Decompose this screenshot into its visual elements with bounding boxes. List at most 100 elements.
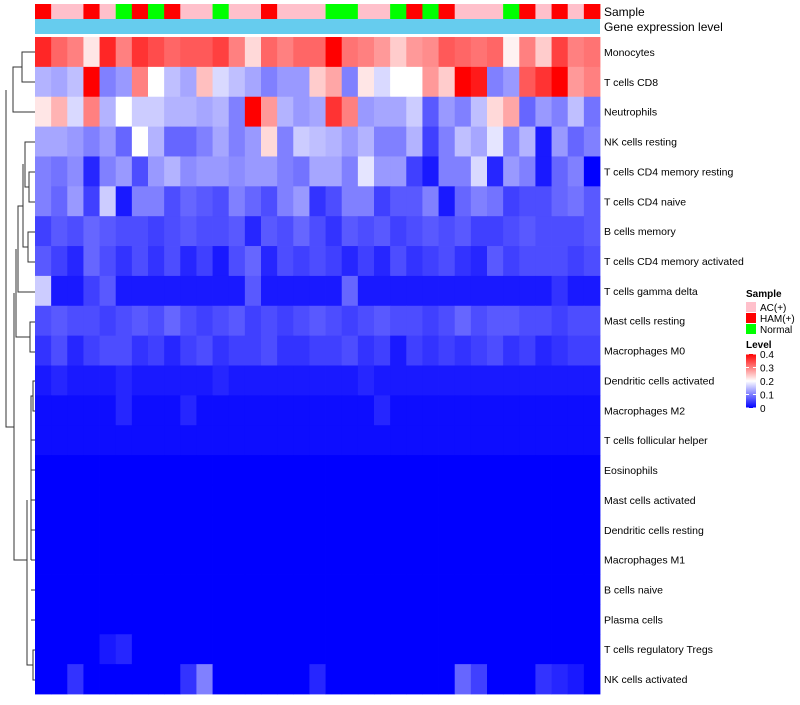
heatmap-cell (212, 305, 230, 337)
heatmap-cell (115, 37, 133, 68)
heatmap-cell (180, 484, 197, 516)
heatmap-cell (583, 574, 601, 605)
heatmap-cell (470, 66, 488, 98)
heatmap-cell (261, 634, 278, 665)
heatmap-cell (99, 275, 117, 307)
heatmap-cell (406, 514, 423, 546)
sample-annotation-cell (325, 4, 343, 19)
heatmap-cell (487, 604, 504, 635)
heatmap-cell (341, 514, 359, 546)
heatmap-cell (261, 37, 278, 68)
heatmap-cell (390, 604, 407, 635)
heatmap-cell (503, 275, 520, 307)
heatmap-cell (503, 66, 520, 98)
heatmap-cell (567, 335, 585, 366)
heatmap-cell (454, 126, 472, 157)
sample-annotation-cell (519, 4, 536, 19)
heatmap-cell (180, 126, 197, 157)
heatmap-cell (341, 66, 359, 98)
heatmap-cell (196, 246, 213, 277)
heatmap-cell (487, 335, 504, 366)
heatmap-cell (487, 66, 504, 98)
heatmap-cell (341, 455, 359, 486)
dendrogram-branch (28, 171, 35, 203)
sample-annotation-cell (374, 4, 391, 19)
heatmap-cell (196, 305, 213, 337)
heatmap-cell (535, 216, 552, 247)
row-label: Dendritic cells activated (604, 375, 714, 387)
heatmap-cell (374, 544, 391, 575)
heatmap-cell (180, 156, 197, 187)
sample-annotation-cell (390, 4, 407, 19)
heatmap-cell (99, 544, 117, 575)
heatmap-cell (196, 544, 213, 575)
heatmap-cell (519, 365, 536, 396)
heatmap-cell (438, 544, 456, 575)
heatmap-cell (309, 604, 326, 635)
heatmap-cell (196, 365, 213, 396)
heatmap-cell (51, 66, 68, 98)
heatmap-cell (131, 664, 149, 695)
heatmap-cell (244, 484, 262, 516)
heatmap-cell (519, 305, 536, 337)
heatmap-cell (228, 246, 246, 277)
heatmap-cell (583, 37, 601, 68)
heatmap-cell (164, 484, 181, 516)
heatmap-cell (244, 66, 262, 98)
heatmap-cell (115, 365, 133, 396)
heatmap-cell (293, 574, 310, 605)
heatmap-cell (164, 126, 181, 157)
heatmap-cell (325, 186, 343, 217)
heatmap-cell (374, 216, 391, 247)
heatmap-cell (180, 425, 197, 456)
heatmap-cell (406, 395, 423, 426)
heatmap-cell (390, 186, 407, 217)
heatmap-cell (99, 126, 117, 157)
heatmap-cell (115, 664, 133, 695)
heatmap-cell (438, 634, 456, 665)
heatmap-cell (277, 425, 294, 456)
heatmap-cell (99, 425, 117, 456)
heatmap-cell (422, 96, 439, 127)
heatmap-cell (67, 186, 84, 217)
heatmap-cell (341, 634, 359, 665)
heatmap-cell (519, 514, 536, 546)
annotation-label: Sample (604, 5, 645, 19)
heatmap-cell (454, 484, 472, 516)
heatmap-cell (131, 66, 149, 98)
heatmap-cell (293, 425, 310, 456)
heatmap-cell (261, 216, 278, 247)
heatmap-cell (567, 455, 585, 486)
heatmap-cell (503, 574, 520, 605)
row-label: T cells CD4 naive (604, 196, 686, 208)
heatmap-cell (470, 246, 488, 277)
heatmap-cell (406, 275, 423, 307)
heatmap-cell (422, 275, 439, 307)
heatmap-cell (583, 634, 601, 665)
heatmap-cell (325, 126, 343, 157)
heatmap-cell (196, 604, 213, 635)
heatmap-cell (470, 425, 488, 456)
heatmap-cell (406, 544, 423, 575)
heatmap-cell (438, 66, 456, 98)
heatmap-cell (180, 275, 197, 307)
heatmap-cell (470, 514, 488, 546)
heatmap-cell (196, 66, 213, 98)
heatmap-cell (196, 275, 213, 307)
heatmap-cell (212, 425, 230, 456)
heatmap-cell (519, 126, 536, 157)
heatmap-cell (244, 126, 262, 157)
heatmap-cell (341, 574, 359, 605)
heatmap-cell (390, 664, 407, 695)
heatmap-cell (583, 305, 601, 337)
heatmap-cell (164, 275, 181, 307)
heatmap-cell (325, 395, 343, 426)
sample-annotation-cell (406, 4, 423, 19)
dendrogram-branch (22, 164, 28, 248)
heatmap-cell (148, 395, 165, 426)
heatmap-cell (390, 544, 407, 575)
heatmap-cell (277, 305, 294, 337)
heatmap-cell (180, 246, 197, 277)
heatmap-cell (228, 634, 246, 665)
sample-annotation-cell (164, 4, 181, 19)
